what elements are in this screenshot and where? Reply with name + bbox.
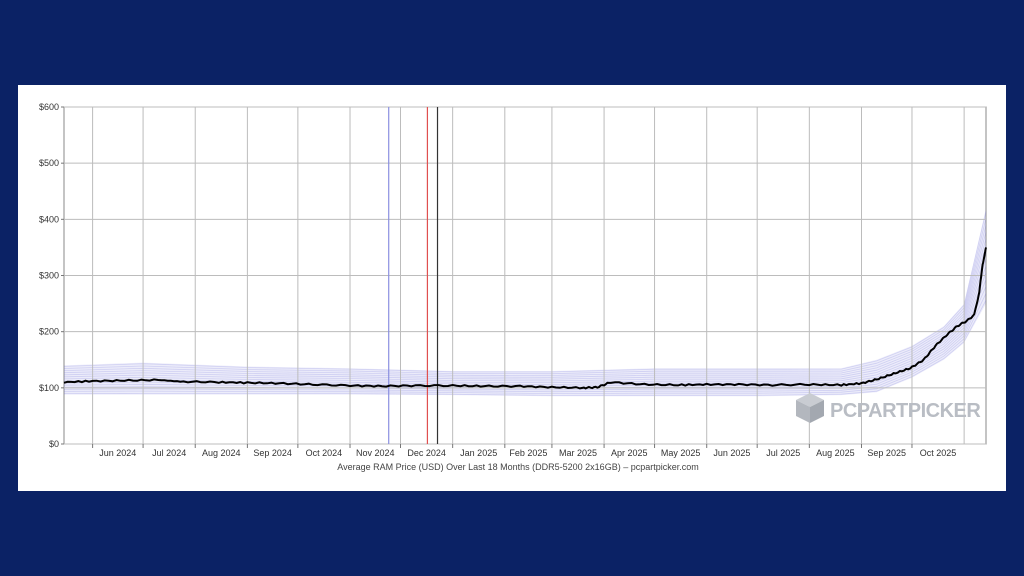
y-tick-label: $400 (39, 214, 59, 224)
price-range-streak (63, 272, 987, 389)
x-tick-label: Feb 2025 (509, 448, 547, 458)
x-tick-label: Aug 2025 (816, 448, 855, 458)
pcpartpicker-watermark: PCPARTPICKER (796, 393, 982, 423)
x-tick-label: Sep 2025 (867, 448, 906, 458)
x-tick-label: Jun 2024 (99, 448, 136, 458)
series-line-average-price (63, 247, 987, 390)
x-tick-label: May 2025 (661, 448, 701, 458)
price-range-streak (63, 286, 987, 393)
price-range-streak (63, 211, 987, 373)
x-tick-label: Jun 2025 (713, 448, 750, 458)
y-tick-label: $100 (39, 383, 59, 393)
x-tick-label: Oct 2024 (306, 448, 343, 458)
x-tick-label: Jul 2025 (766, 448, 800, 458)
x-tick-label: Apr 2025 (611, 448, 648, 458)
price-range-streak (63, 293, 987, 395)
y-tick-label: $0 (49, 439, 59, 449)
x-tick-label: Oct 2025 (920, 448, 957, 458)
price-range-streak (63, 252, 987, 384)
x-tick-label: Dec 2024 (407, 448, 446, 458)
price-range-band (64, 208, 986, 397)
x-tick-label: Aug 2024 (202, 448, 241, 458)
x-tick-label: Sep 2024 (253, 448, 292, 458)
x-tick-label: Jan 2025 (460, 448, 497, 458)
price-range-streak (63, 231, 987, 378)
y-tick-label: $500 (39, 158, 59, 168)
y-tick-label: $600 (39, 102, 59, 112)
cube-logo-icon (796, 393, 824, 423)
x-axis-caption: Average RAM Price (USD) Over Last 18 Mon… (337, 462, 698, 472)
price-range-streak (63, 225, 987, 376)
price-range-streak (63, 300, 987, 396)
ram-price-chart: PCPARTPICKER $0 $100 $200 $300 $400 $500 $600 J… (39, 102, 987, 472)
x-tick-label: Nov 2024 (356, 448, 395, 458)
x-tick-label: Jul 2024 (152, 448, 186, 458)
y-tick-label: $300 (39, 271, 59, 281)
y-tick-label: $200 (39, 327, 59, 337)
price-range-streak (63, 238, 987, 380)
x-tick-label: Mar 2025 (559, 448, 597, 458)
price-range-streak (63, 218, 987, 375)
chart-panel: PCPARTPICKER $0 $100 $200 $300 $400 $500 $600 J… (18, 85, 1006, 491)
watermark-text: PCPARTPICKER (830, 400, 981, 422)
